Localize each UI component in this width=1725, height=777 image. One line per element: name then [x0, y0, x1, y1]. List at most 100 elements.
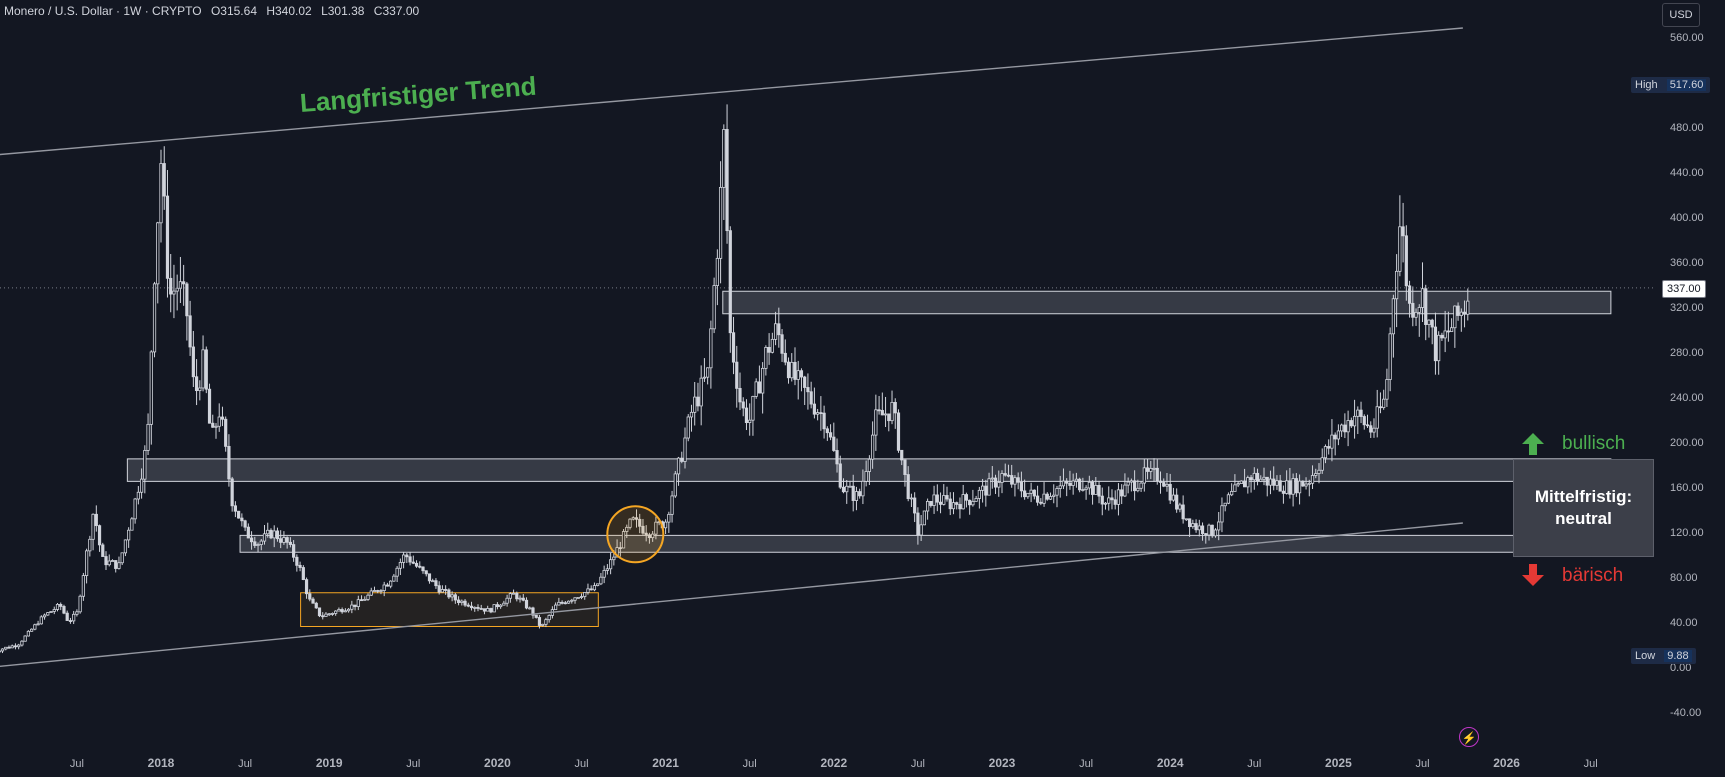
candle: [353, 604, 357, 611]
candle: [699, 365, 703, 426]
candle: [1065, 478, 1069, 497]
candle: [356, 595, 360, 611]
x-tick-label: 2025: [1325, 756, 1352, 770]
candle: [227, 434, 231, 487]
candle: [207, 383, 212, 424]
lower-trend-line[interactable]: [0, 522, 1463, 667]
candle: [596, 583, 600, 587]
candle: [1071, 473, 1075, 495]
candle: [770, 332, 774, 354]
candle: [1259, 475, 1263, 483]
candle: [1440, 332, 1444, 341]
candle: [1369, 421, 1373, 438]
candle: [806, 373, 810, 410]
candle: [418, 561, 422, 569]
candle: [987, 472, 991, 496]
candle: [796, 360, 800, 400]
candle: [1340, 423, 1344, 437]
candle: [1417, 304, 1421, 337]
candle: [586, 583, 590, 595]
candle: [1388, 327, 1392, 392]
candle: [68, 617, 73, 624]
candle: [534, 614, 538, 619]
candle: [809, 381, 813, 409]
candle: [279, 530, 283, 549]
candle: [1090, 479, 1095, 505]
candle: [463, 599, 467, 607]
candle: [110, 559, 115, 562]
candle: [1398, 195, 1402, 277]
candle: [334, 610, 338, 616]
candle: [974, 495, 978, 502]
candle: [91, 513, 95, 551]
candle: [1023, 479, 1027, 500]
candle: [828, 424, 833, 441]
x-tick-label: Jul: [574, 758, 588, 770]
candle: [317, 607, 322, 618]
candle: [33, 623, 37, 631]
candle: [803, 375, 807, 406]
candle: [1336, 424, 1340, 446]
candle: [712, 277, 716, 334]
candle: [786, 357, 791, 384]
candle: [1058, 475, 1062, 498]
y-tick-label: 440.00: [1670, 167, 1704, 179]
candle: [1281, 485, 1286, 504]
candle: [55, 602, 60, 612]
candle: [337, 607, 341, 612]
candle: [379, 589, 383, 595]
candle: [1000, 470, 1004, 494]
candle: [65, 610, 69, 621]
trendlines-layer: [0, 27, 1655, 667]
candle: [194, 359, 199, 406]
candle: [1385, 368, 1389, 407]
candle: [667, 511, 671, 533]
candle: [1045, 492, 1049, 501]
candle: [59, 602, 63, 611]
candle: [1191, 519, 1195, 529]
candle: [1346, 410, 1350, 447]
candle: [1068, 470, 1072, 490]
candle: [94, 505, 98, 532]
candle: [42, 613, 47, 620]
y-tick-label: 120.00: [1670, 527, 1704, 539]
candles-layer: [0, 104, 1470, 654]
candle: [421, 566, 425, 574]
x-tick-label: Jul: [238, 758, 252, 770]
candle: [127, 527, 131, 548]
candle: [256, 542, 260, 553]
candle: [1213, 528, 1218, 538]
candle: [220, 406, 225, 427]
candle: [156, 221, 160, 304]
candle: [570, 598, 574, 604]
candle: [757, 365, 762, 394]
candle: [1323, 444, 1328, 464]
candle: [107, 554, 111, 567]
candle: [1443, 310, 1447, 353]
candle: [761, 362, 765, 414]
candle: [670, 490, 674, 523]
candle: [722, 124, 726, 220]
candle: [825, 426, 829, 441]
candle: [431, 578, 435, 583]
candle: [728, 226, 732, 353]
candle: [123, 539, 128, 557]
candle: [49, 611, 53, 614]
candle: [709, 320, 713, 389]
candle: [1220, 497, 1224, 533]
candle: [182, 264, 186, 306]
currency-button[interactable]: USD: [1662, 3, 1700, 27]
candle: [751, 395, 755, 436]
lightning-icon[interactable]: ⚡: [1459, 727, 1479, 747]
candle: [880, 392, 884, 416]
candle: [887, 413, 891, 432]
x-tick-label: Jul: [1584, 758, 1598, 770]
candle: [926, 498, 930, 520]
candle: [376, 589, 380, 594]
candle: [528, 606, 532, 610]
x-tick-label: 2026: [1493, 756, 1520, 770]
candle: [511, 589, 516, 595]
upper-trend-line[interactable]: [0, 27, 1463, 156]
candle: [877, 396, 881, 415]
